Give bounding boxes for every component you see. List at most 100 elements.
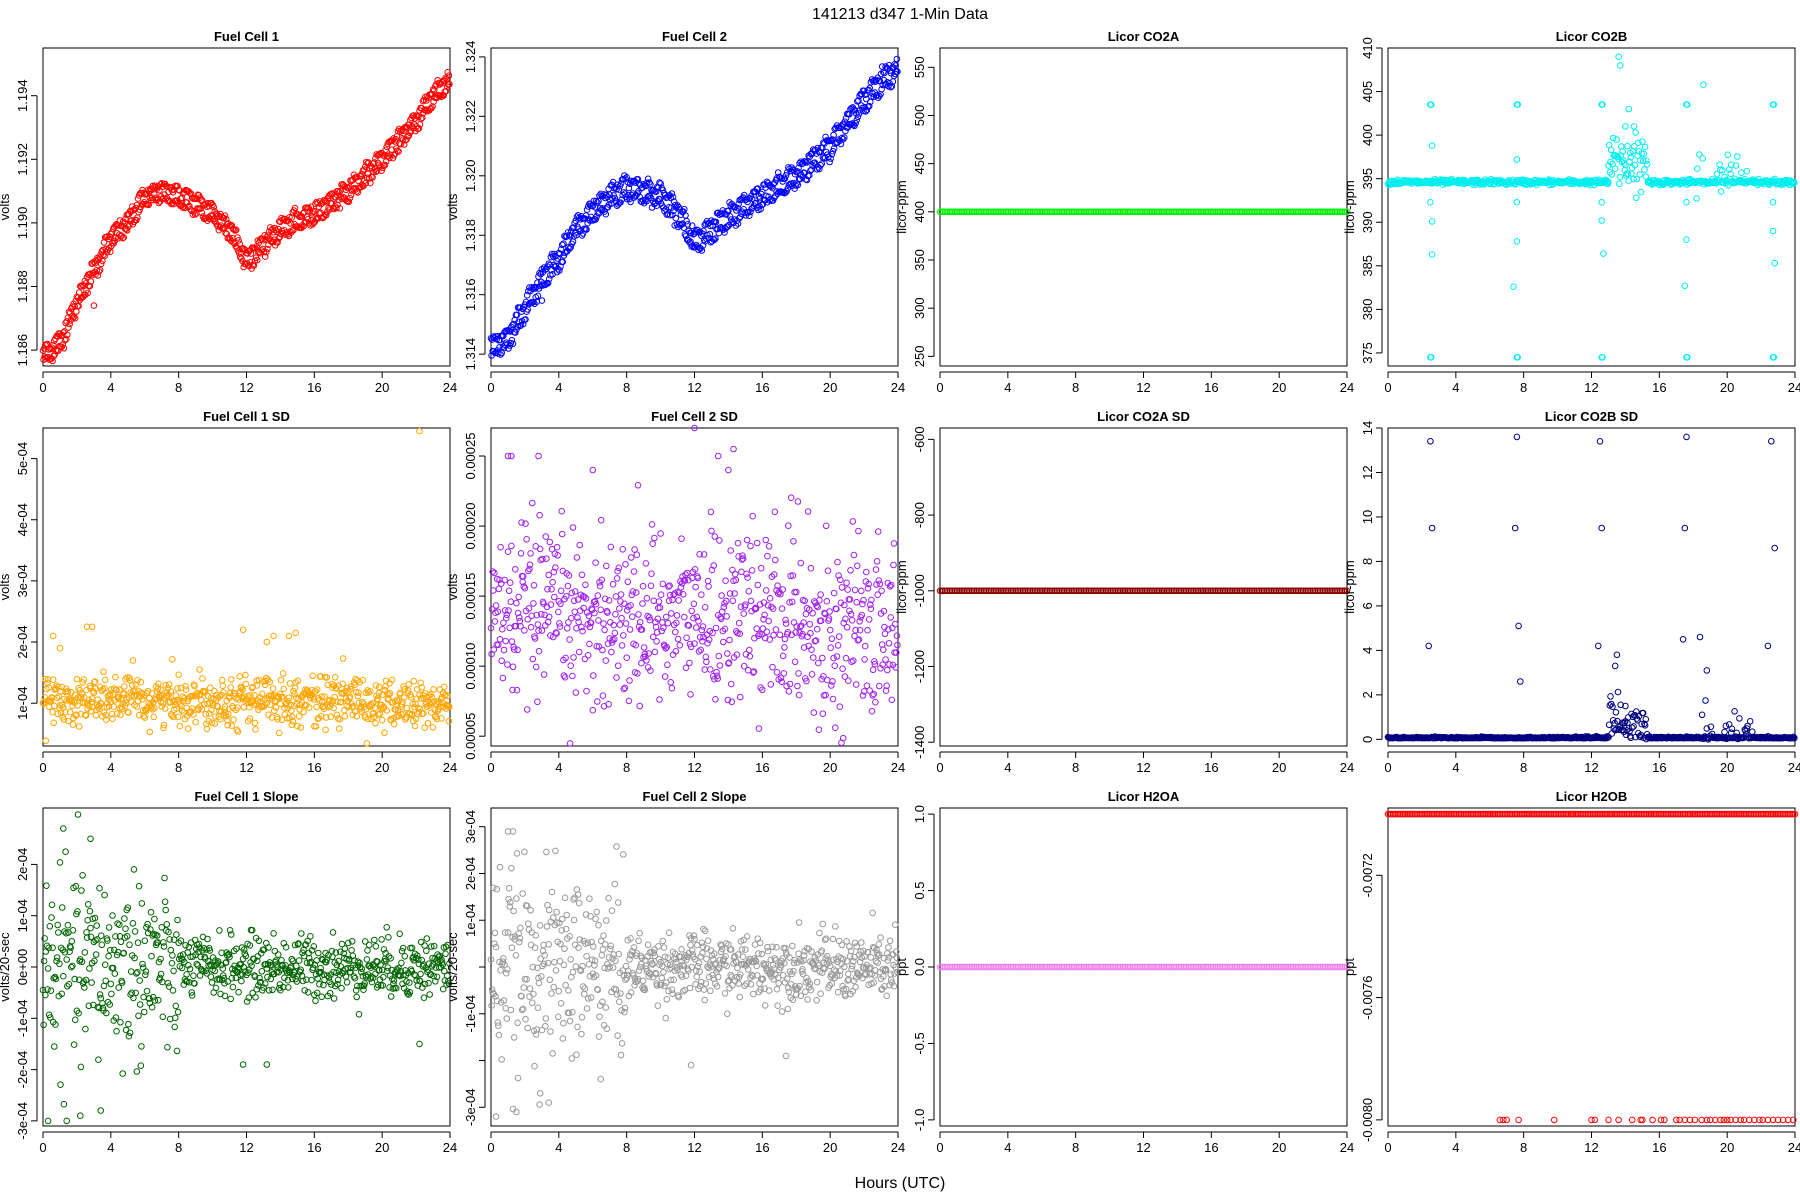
data-point	[871, 660, 879, 668]
x-tick-label: 12	[239, 380, 253, 395]
data-point	[583, 609, 591, 616]
y-tick-label: -600	[912, 426, 927, 452]
data-point	[794, 498, 802, 505]
data-point	[47, 987, 55, 995]
data-point	[516, 617, 524, 625]
data-point	[235, 696, 242, 703]
data-point	[417, 695, 425, 702]
data-point	[1511, 524, 1519, 532]
data-points	[936, 587, 1351, 595]
y-tick-label: 0.00020	[463, 503, 478, 550]
data-point	[391, 698, 399, 705]
panel-title: Fuel Cell 2 SD	[651, 409, 738, 424]
data-point	[91, 678, 98, 686]
data-point	[417, 115, 425, 123]
data-point	[1681, 524, 1689, 532]
data-point	[1771, 259, 1778, 267]
data-point	[120, 234, 128, 241]
x-tick-label: 16	[307, 1140, 321, 1155]
data-point	[536, 545, 544, 553]
y-tick-label: 250	[912, 346, 927, 368]
data-point	[744, 574, 751, 581]
data-point	[785, 522, 792, 530]
data-point	[719, 627, 727, 635]
data-point	[575, 618, 582, 626]
data-point	[793, 588, 800, 596]
data-point	[264, 232, 272, 239]
data-point	[837, 599, 845, 607]
data-point	[712, 218, 720, 226]
data-point	[659, 619, 666, 626]
data-point	[126, 674, 133, 682]
data-point	[398, 701, 406, 708]
data-point	[722, 211, 730, 218]
data-point	[141, 714, 149, 721]
data-point	[88, 623, 96, 631]
data-point	[872, 566, 880, 573]
data-point	[191, 682, 198, 690]
y-tick-label: 1.314	[463, 338, 478, 371]
y-tick-label: 0.00010	[463, 643, 478, 690]
data-point	[315, 714, 323, 722]
data-point	[826, 608, 833, 615]
y-axis-label: licor-ppm	[1342, 560, 1357, 613]
data-point	[874, 591, 882, 599]
data-point	[595, 617, 602, 624]
data-point	[761, 634, 769, 642]
data-point	[356, 679, 363, 686]
data-point	[1598, 524, 1605, 532]
data-point	[411, 703, 418, 711]
data-point	[629, 613, 636, 621]
data-point	[892, 62, 900, 69]
data-point	[738, 556, 746, 563]
data-point	[654, 615, 662, 623]
data-point	[748, 567, 756, 574]
data-point	[405, 681, 413, 688]
data-point	[569, 524, 577, 531]
y-axis-label: volts	[445, 573, 460, 600]
data-point	[61, 337, 69, 344]
data-point	[667, 679, 675, 686]
data-point	[385, 691, 393, 699]
data-point	[121, 683, 128, 690]
data-point	[445, 717, 453, 725]
data-point	[830, 654, 837, 662]
data-point	[500, 646, 508, 654]
data-point	[420, 710, 427, 717]
data-point	[69, 314, 77, 322]
data-point	[1630, 123, 1638, 130]
data-point	[134, 677, 141, 684]
x-tick-label: 16	[755, 380, 769, 395]
data-point	[335, 682, 342, 690]
data-point	[509, 340, 517, 348]
data-point	[185, 725, 192, 732]
y-tick-label: -1400	[912, 726, 927, 759]
data-point	[139, 696, 146, 703]
data-point	[807, 629, 814, 637]
data-point	[66, 320, 73, 328]
data-point	[347, 685, 354, 693]
data-point	[558, 530, 566, 538]
y-axis-label: volts	[0, 193, 12, 220]
data-point	[172, 692, 180, 699]
data-point	[843, 624, 851, 631]
data-point	[888, 696, 896, 704]
data-point	[1622, 702, 1629, 710]
data-point	[672, 628, 679, 636]
x-tick-label: 24	[1788, 380, 1800, 395]
data-point	[557, 600, 564, 608]
data-point	[292, 629, 300, 637]
data-point	[266, 678, 274, 686]
data-point	[512, 622, 520, 630]
data-point	[544, 279, 552, 287]
data-point	[82, 711, 89, 719]
data-point	[1699, 155, 1706, 162]
data-point	[877, 665, 884, 672]
data-point	[104, 699, 111, 707]
data-point	[1609, 134, 1617, 142]
data-point	[618, 614, 625, 622]
data-point	[657, 591, 665, 599]
data-point	[1724, 151, 1732, 159]
data-point	[590, 598, 598, 606]
